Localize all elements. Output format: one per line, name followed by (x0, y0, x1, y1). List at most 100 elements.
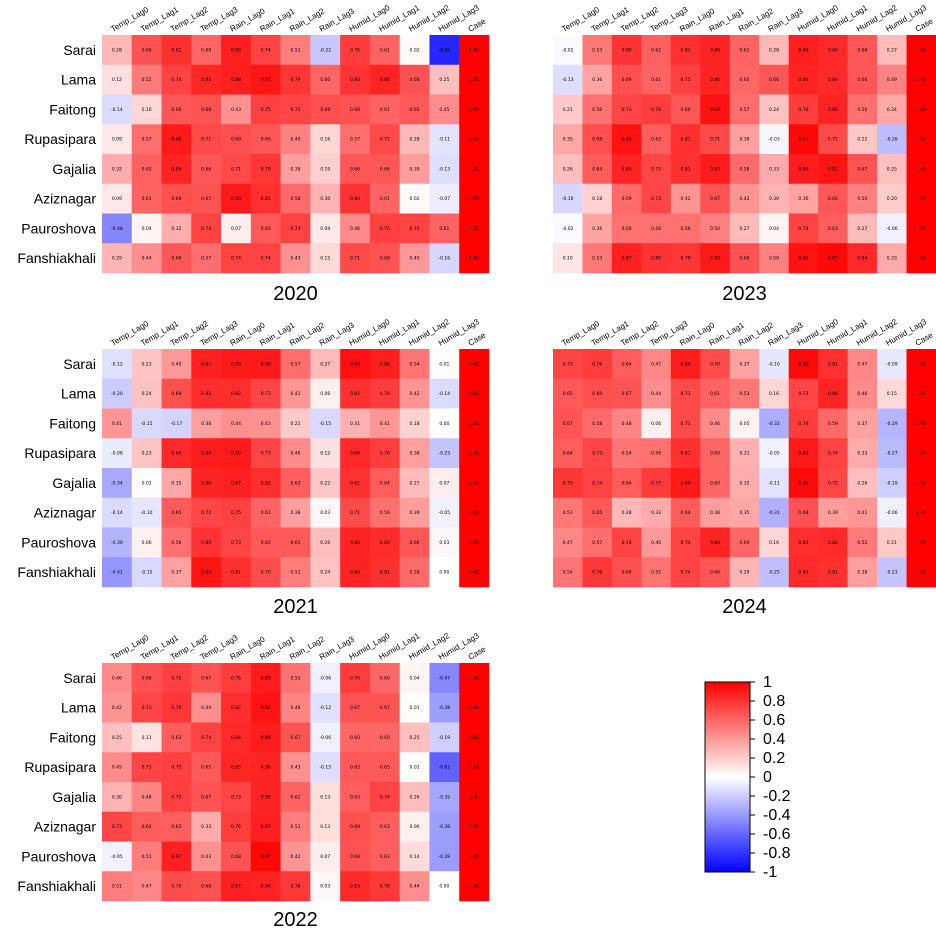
cell-value-label: 0.30 (320, 196, 330, 202)
heatmap-cell (221, 841, 252, 872)
heatmap-cell (340, 349, 371, 380)
heatmap-cell (399, 782, 430, 813)
cell-value-label: 0.29 (112, 256, 122, 262)
cell-value-label: -0.15 (141, 570, 153, 576)
cell-value-label: 1.00 (469, 196, 479, 202)
heatmap-cell (641, 497, 672, 528)
cell-value-label: 0.53 (592, 256, 602, 262)
cell-value-label: 0.25 (439, 77, 449, 83)
heatmap-cell (429, 752, 460, 783)
cell-value-label: 0.69 (622, 570, 632, 576)
cell-value-label: 0.07 (439, 480, 449, 486)
heatmap-cell (131, 243, 162, 274)
heatmap-cell (906, 64, 936, 95)
heatmap-cell (729, 213, 760, 244)
cell-value-label: 0.69 (320, 107, 330, 113)
heatmap-cell (582, 64, 613, 95)
cell-value-label: 0.86 (622, 166, 632, 172)
heatmap-cell (161, 811, 192, 842)
cell-value-label: 0.74 (380, 794, 390, 800)
cell-value-label: -0.27 (886, 451, 898, 457)
heatmap-cell (340, 692, 371, 723)
cell-value-label: -0.38 (439, 705, 451, 711)
cell-value-label: 0.66 (828, 196, 838, 202)
cell-value-label: 0.89 (261, 675, 271, 681)
row-label: Faitong (49, 101, 96, 117)
cell-value-label: 0.72 (828, 480, 838, 486)
heatmap-cell (429, 468, 460, 499)
heatmap-cell (221, 557, 252, 588)
heatmap-cell (369, 497, 400, 528)
row-label: Rupasipara (24, 759, 96, 775)
heatmap-cell (582, 243, 613, 274)
cell-value-label: 0.88 (380, 361, 390, 367)
cell-value-label: 0.78 (380, 884, 390, 890)
cell-value-label: 0.65 (261, 540, 271, 546)
cell-value-label: 0.00 (439, 570, 449, 576)
heatmap-cell (340, 557, 371, 588)
cell-value-label: -0.06 (319, 735, 331, 741)
heatmap-cell (459, 213, 490, 244)
heatmap-panel-2020: 0.28 0.68 0.81 0.60 0.88 0.74 0.51 -0.22 0.76 0.6… (17, 3, 490, 305)
heatmap-cell (700, 527, 731, 558)
cell-value-label: 0.66 (769, 77, 779, 83)
cell-value-label: 0.89 (261, 735, 271, 741)
cell-value-label: 0.89 (710, 166, 720, 172)
cell-value-label: 0.75 (380, 226, 390, 232)
cell-value-label: 0.41 (290, 391, 300, 397)
heatmap-cell (759, 349, 789, 380)
cell-value-label: 0.69 (592, 391, 602, 397)
cell-value-label: 0.91 (261, 77, 271, 83)
cell-value-label: 0.53 (592, 47, 602, 53)
heatmap-cell (280, 752, 311, 783)
column-label: Case (467, 330, 488, 347)
cell-value-label: 0.61 (651, 77, 661, 83)
row-label: Lama (61, 700, 96, 716)
heatmap-cell (161, 871, 192, 902)
cell-value-label: 0.71 (710, 137, 720, 143)
heatmap-cell (280, 94, 311, 125)
heatmap-cell (906, 378, 936, 409)
heatmap-cell (700, 243, 731, 274)
cell-value-label: 0.60 (380, 735, 390, 741)
cell-value-label: 0.74 (171, 77, 181, 83)
cell-value-label: 0.69 (622, 77, 632, 83)
heatmap-cell (191, 438, 222, 469)
heatmap-cell (191, 841, 222, 872)
heatmap-cell (759, 213, 789, 244)
cell-value-label: 0.56 (857, 107, 867, 113)
cell-value-label: 0.57 (739, 107, 749, 113)
heatmap-cell (818, 408, 848, 439)
cell-value-label: 0.37 (857, 421, 867, 427)
heatmap-cell (906, 94, 936, 125)
heatmap-cell (369, 527, 400, 558)
heatmap-cell (340, 527, 371, 558)
heatmap-cell (369, 871, 400, 902)
panel-title: 2024 (722, 596, 767, 618)
heatmap-cell (340, 154, 371, 185)
cell-value-label: 1.00 (469, 510, 479, 516)
cell-value-label: 0.87 (261, 824, 271, 830)
heatmap-cell (582, 527, 613, 558)
cell-value-label: 0.61 (380, 47, 390, 53)
heatmap-cell (459, 349, 490, 380)
heatmap-cell (369, 183, 400, 214)
cell-value-label: 0.58 (592, 421, 602, 427)
heatmap-cell (250, 692, 281, 723)
cell-value-label: 0.68 (201, 884, 211, 890)
cell-value-label: 0.81 (828, 361, 838, 367)
cell-value-label: 0.67 (350, 705, 360, 711)
cell-value-label: 0.90 (710, 256, 720, 262)
cell-value-label: 0.36 (592, 226, 602, 232)
heatmap-cell (818, 183, 848, 214)
cell-value-label: 0.61 (739, 47, 749, 53)
heatmap-cell (161, 154, 192, 185)
cell-value-label: 1.00 (469, 256, 479, 262)
heatmap-cell (161, 497, 192, 528)
cell-value-label: 0.38 (410, 451, 420, 457)
cell-value-label: -0.19 (886, 480, 898, 486)
cell-value-label: -0.06 (886, 226, 898, 232)
cell-value-label: 0.42 (681, 196, 691, 202)
cell-value-label: 0.22 (857, 137, 867, 143)
cell-value-label: 0.67 (201, 794, 211, 800)
